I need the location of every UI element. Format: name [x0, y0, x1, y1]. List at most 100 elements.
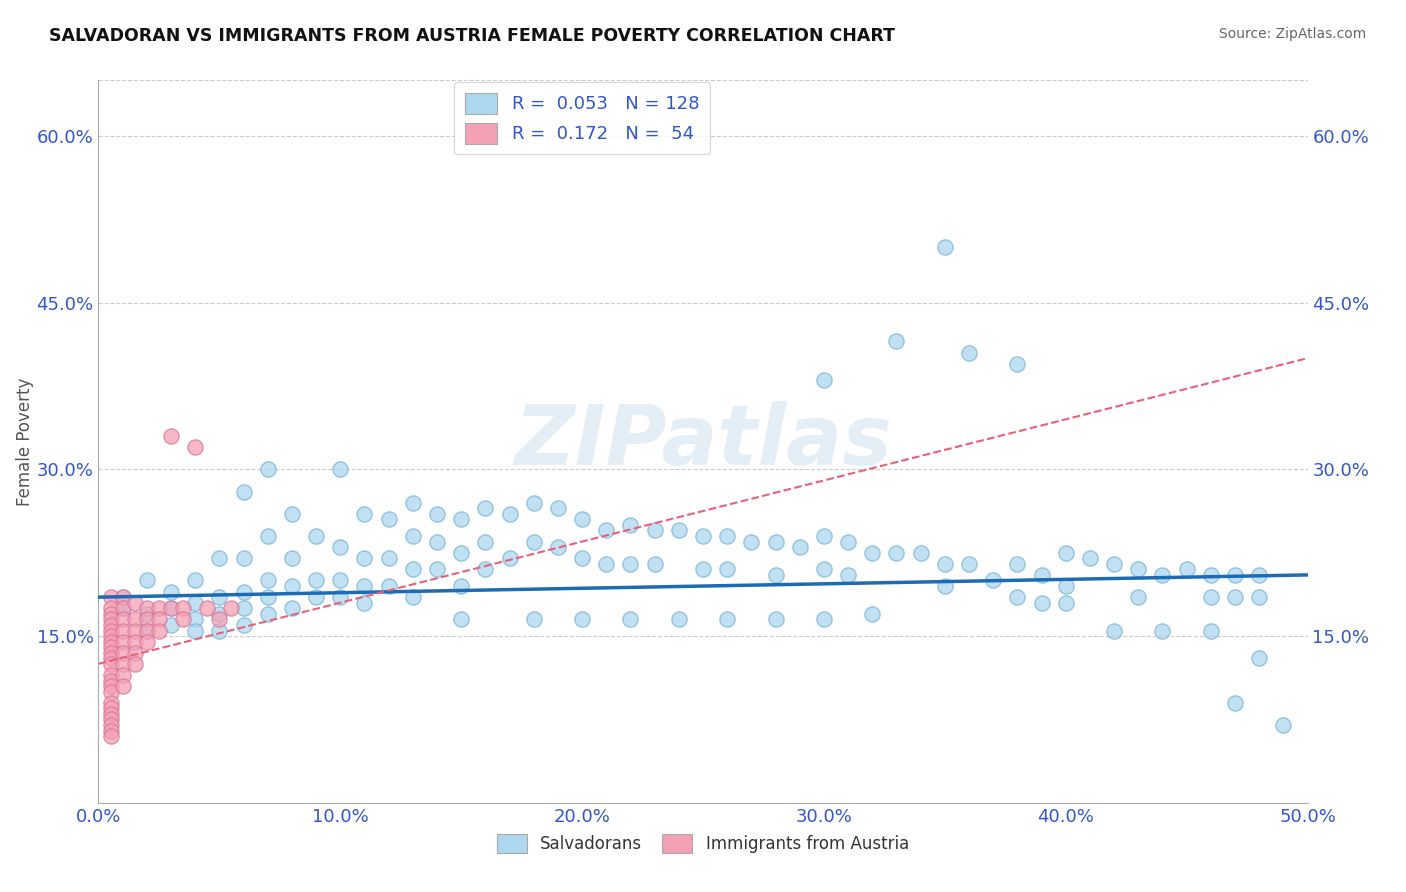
Point [124, 657, 146, 671]
Point [1152, 568, 1174, 582]
Point [1007, 557, 1029, 571]
Point [353, 551, 375, 566]
Point [498, 507, 520, 521]
Legend: Salvadorans, Immigrants from Austria: Salvadorans, Immigrants from Austria [491, 827, 915, 860]
Point [221, 601, 243, 615]
Point [886, 334, 908, 349]
Point [498, 551, 520, 566]
Point [111, 679, 134, 693]
Point [232, 618, 254, 632]
Point [100, 706, 122, 721]
Point [208, 590, 231, 604]
Point [765, 568, 787, 582]
Point [111, 668, 134, 682]
Point [100, 640, 122, 655]
Point [402, 496, 425, 510]
Point [305, 590, 328, 604]
Y-axis label: Female Poverty: Female Poverty [17, 377, 34, 506]
Point [450, 546, 472, 560]
Point [450, 612, 472, 626]
Point [208, 624, 231, 638]
Point [765, 534, 787, 549]
Point [111, 601, 134, 615]
Point [353, 596, 375, 610]
Point [450, 512, 472, 526]
Point [111, 646, 134, 660]
Point [1272, 718, 1295, 732]
Point [172, 601, 194, 615]
Point [100, 634, 122, 648]
Point [124, 646, 146, 660]
Point [111, 612, 134, 626]
Point [837, 568, 859, 582]
Point [100, 696, 122, 710]
Point [100, 729, 122, 743]
Point [100, 607, 122, 621]
Text: ZIPatlas: ZIPatlas [515, 401, 891, 482]
Point [571, 612, 593, 626]
Point [957, 557, 980, 571]
Point [474, 534, 496, 549]
Point [716, 529, 738, 543]
Point [305, 574, 328, 588]
Point [377, 512, 399, 526]
Point [740, 534, 762, 549]
Point [1249, 651, 1271, 665]
Point [813, 562, 835, 576]
Point [281, 601, 304, 615]
Point [1102, 557, 1125, 571]
Point [111, 657, 134, 671]
Point [1054, 579, 1077, 593]
Point [232, 484, 254, 499]
Point [135, 601, 157, 615]
Point [111, 601, 134, 615]
Point [619, 517, 641, 532]
Point [402, 562, 425, 576]
Point [111, 634, 134, 648]
Point [571, 512, 593, 526]
Point [100, 713, 122, 727]
Point [886, 546, 908, 560]
Point [100, 679, 122, 693]
Point [813, 612, 835, 626]
Point [232, 584, 254, 599]
Point [148, 624, 170, 638]
Point [1078, 551, 1101, 566]
Point [1223, 590, 1246, 604]
Point [426, 507, 449, 521]
Point [523, 534, 546, 549]
Point [135, 624, 157, 638]
Point [934, 579, 956, 593]
Point [256, 529, 278, 543]
Point [644, 557, 666, 571]
Point [692, 529, 714, 543]
Point [100, 718, 122, 732]
Point [135, 624, 157, 638]
Point [1102, 624, 1125, 638]
Point [184, 624, 207, 638]
Point [100, 624, 122, 638]
Point [426, 534, 449, 549]
Point [195, 601, 218, 615]
Point [765, 612, 787, 626]
Point [402, 590, 425, 604]
Point [1223, 696, 1246, 710]
Point [111, 590, 134, 604]
Point [160, 618, 183, 632]
Point [1199, 568, 1222, 582]
Point [813, 373, 835, 387]
Point [100, 657, 122, 671]
Point [523, 612, 546, 626]
Point [1007, 590, 1029, 604]
Point [981, 574, 1004, 588]
Point [353, 579, 375, 593]
Point [1175, 562, 1198, 576]
Point [1031, 596, 1053, 610]
Point [160, 601, 183, 615]
Point [305, 529, 328, 543]
Point [100, 651, 122, 665]
Point [172, 612, 194, 626]
Point [860, 607, 883, 621]
Point [256, 462, 278, 476]
Point [1223, 568, 1246, 582]
